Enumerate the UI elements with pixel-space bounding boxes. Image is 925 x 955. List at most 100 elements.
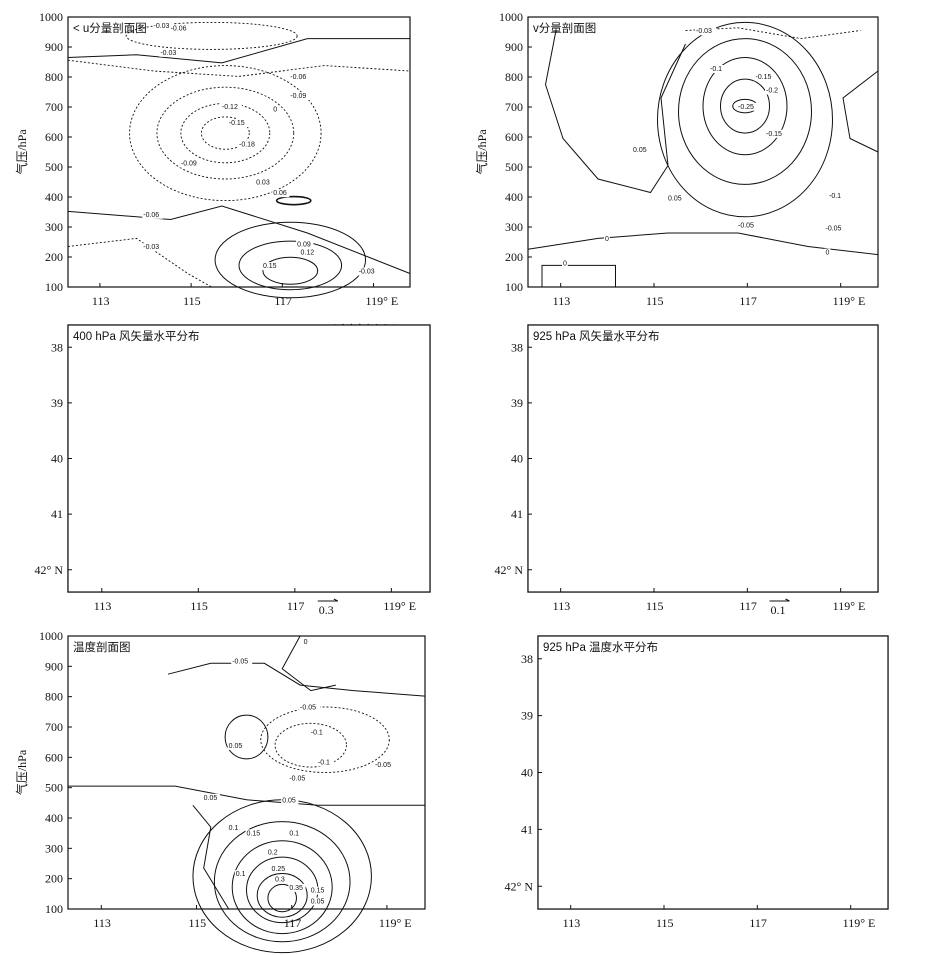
contour-label: -0.03 [154,23,170,30]
contour-label-bg [824,224,846,233]
x-tick-label: 113 [553,294,571,308]
title-background [531,20,591,35]
reference-vector-head [333,598,339,602]
contour-label: -0.05 [826,225,842,232]
y-axis-label: 气压/hPa [14,129,29,175]
contour-label: -0.1 [710,66,722,73]
y-tick-label: 41 [51,507,63,521]
contour-label-bg [227,119,249,127]
contour-label-bg [179,159,201,168]
contour-label: -0.05 [738,223,754,230]
y-tick-label: 600 [505,130,523,144]
y-tick-label: 700 [45,100,63,114]
contour-label: 0 [273,107,277,114]
contour-line [129,65,322,202]
chart-u-cross-section: 113 115 117 119° E 100 200 300 400 500 600 700 800 9… [14,10,411,308]
contour-label: -0.1 [829,193,841,200]
y-tick-label: 42° N [35,563,64,577]
contour-label: -0.25 [738,104,754,111]
contour-label: 0 [563,260,567,267]
y-axis-label: 气压/hPa [474,129,489,175]
y-tick-label: 40 [51,452,63,466]
contour-label-bg [828,191,846,200]
chart-wind-400hpa: 113 115 117 119° E 42° N 41 40 39 38 400 hPa 风矢量水… [35,323,431,617]
contour-line [67,38,410,64]
chart-v-cross-section: 113 115 117 119° E 100 200 300 400 500 600 700 800 9… [474,10,879,308]
y-tick-label: 600 [45,130,63,144]
contour-label: 0.09 [297,242,311,249]
y-tick-label: 800 [505,70,523,84]
contour-label: 0.05 [633,147,647,154]
contour-label: 0 [826,250,830,257]
y-tick-label: 400 [505,190,523,204]
contour-label-bg [754,73,776,82]
contour-label: -0.06 [290,74,306,81]
contour-label: -0.09 [290,93,306,100]
contour-line [214,221,367,299]
contour-label-bg [695,27,716,36]
contour-label-bg [255,178,273,187]
y-tick-label: 200 [45,250,63,264]
contour-label: 0.05 [668,196,682,203]
contour-label-bg [142,210,164,219]
contour-label: -0.15 [229,120,245,127]
contour-label: -0.09 [181,161,197,168]
contour-line [685,27,861,40]
contour-label: -0.03 [696,28,712,35]
x-tick-label: 113 [92,294,110,308]
contour-label-bg [220,102,242,111]
contour-label-bg [765,129,786,138]
contour-label-bg [562,259,568,268]
contour-line [262,256,319,285]
x-tick-label: 117 [274,294,292,308]
x-tick-label: 115 [646,599,664,613]
contour-line [238,240,343,291]
contour-label-bg [632,146,650,154]
y-tick-label: 300 [45,220,63,234]
contour-line [275,195,312,206]
x-tick-label: 117 [739,294,757,308]
contour-label: -0.03 [143,244,159,251]
contour-label-bg [737,102,758,111]
y-tick-label: 900 [505,40,523,54]
y-tick-label: 500 [45,160,63,174]
x-tick-label: 119° E [383,599,416,613]
contour-line [125,21,298,50]
plot-frame [527,324,879,593]
contour-label: -0.15 [766,131,782,138]
contour-label-bg [824,248,831,257]
y-tick-label: 900 [45,40,63,54]
contour-label-bg [238,140,259,149]
contour-line [702,57,788,156]
contour-label-bg [169,24,191,33]
contour-label: -0.2 [766,88,778,95]
x-tick-label: 119° E [366,294,399,308]
y-tick-label: 300 [505,220,523,234]
x-tick-label: 117 [287,599,305,613]
contour-label: 0.12 [301,250,315,257]
contour-label: -0.06 [143,212,159,219]
contour-line [541,264,616,287]
contour-label-bg [272,105,278,114]
contour-line [678,38,812,185]
x-tick-label: 113 [553,599,571,613]
x-tick-label: 115 [183,294,201,308]
contour-line [200,116,250,150]
contour-label: 0 [605,236,609,243]
contour-line [544,30,686,194]
y-tick-label: 700 [505,100,523,114]
contour-label-bg [142,243,164,252]
contour-line [842,70,879,153]
contour-label-bg [152,21,174,30]
y-tick-label: 500 [505,160,523,174]
plot-frame [67,324,431,593]
reference-vector-label: 0.3 [319,603,334,617]
y-tick-label: 800 [45,70,63,84]
contour-line [156,86,295,180]
plot-frame [67,16,411,288]
y-tick-label: 100 [505,280,523,294]
contour-label-bg [667,194,685,203]
contour-line [720,78,770,134]
contour-label-bg [296,240,314,249]
